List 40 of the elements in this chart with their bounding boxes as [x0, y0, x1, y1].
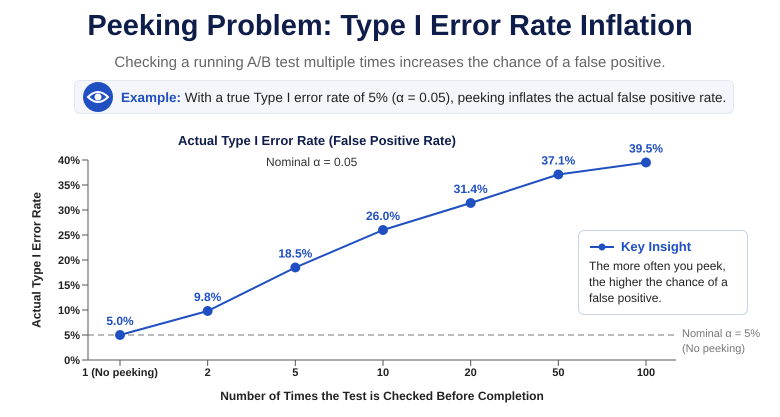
annotation: The more often you peek, the higher the chance of a false positive. — [589, 258, 729, 306]
x-tick-label: 20 — [464, 366, 477, 379]
y-tick-label: 10% — [58, 304, 80, 317]
data-label: 5.0% — [106, 314, 134, 328]
chart-subtitle: Checking a running A/B test multiple times increases the chance of a false positive. — [113, 54, 667, 71]
x-tick-label: 2 — [204, 366, 211, 379]
data-label: 37.1% — [541, 154, 576, 168]
point — [115, 330, 125, 340]
y-tick-label: 0% — [64, 354, 80, 367]
x-tick-label: 1 (No peeking) — [82, 366, 158, 379]
data-label: 26.0% — [366, 209, 400, 223]
data-label: 31.4% — [454, 182, 488, 196]
point — [553, 170, 564, 180]
point — [641, 158, 651, 168]
annotation: Nominal α = 0.05 — [266, 155, 358, 169]
data-label: 39.5% — [628, 142, 664, 156]
y-tick-label: 40% — [58, 154, 80, 167]
chart-title: Peeking Problem: Type I Error Rate Inflation — [86, 10, 694, 43]
ref-line-label: Nominal α = 5% (No peeking) — [682, 328, 760, 355]
x-tick-label: 5 — [292, 366, 298, 379]
text: Actual Type I Error Rate (False Positive Rate) — [178, 133, 456, 148]
y-tick-label: 15% — [58, 280, 80, 292]
text: Example: With a true Type I error rate of 5% (α = 0.05), peeking inflates the actual false positive rate. — [121, 90, 726, 104]
data-label: 9.8% — [194, 290, 222, 304]
y-tick-label: 20% — [58, 254, 80, 267]
point — [202, 306, 213, 316]
x-tick-label: 100 — [636, 366, 656, 379]
data-label: 18.5% — [278, 246, 313, 260]
x-axis-title: Number of Times the Test is Checked Before Completion — [220, 389, 544, 403]
y-tick-label: 35% — [58, 180, 80, 192]
y-tick-label: 25% — [58, 230, 80, 242]
x-tick-label: 50 — [552, 366, 564, 379]
point — [466, 198, 476, 208]
y-axis-title: Actual Type I Error Rate — [29, 192, 44, 328]
x-tick-label: 10 — [376, 366, 390, 379]
point — [378, 225, 388, 235]
point — [290, 262, 300, 272]
y-tick-label: 30% — [58, 204, 80, 217]
y-tick-label: 5% — [64, 330, 80, 342]
legend-label: Key Insight — [621, 239, 692, 254]
